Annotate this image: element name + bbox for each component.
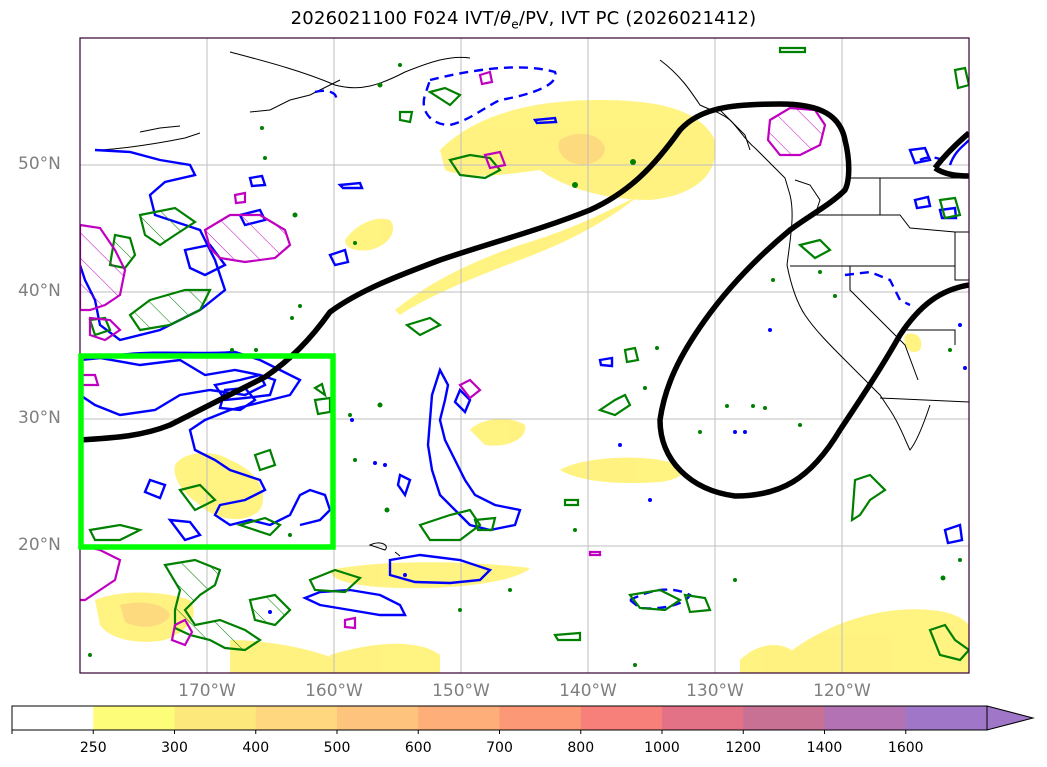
lon-label-140w: 140°W: [559, 681, 617, 701]
colorbar-cell: [255, 706, 338, 730]
lon-label-160w: 160°W: [305, 681, 363, 701]
colorbar-tick-label: 400: [242, 740, 270, 756]
colorbar-cell: [174, 706, 257, 730]
colorbar-tick-label: 250: [79, 740, 107, 756]
highlight-box: [78, 353, 336, 550]
figure-title: 2026021100 F024 IVT/θe/PV, IVT PC (20260…: [290, 8, 757, 32]
colorbar-cell: [12, 706, 94, 730]
colorbar-tick-label: 800: [567, 740, 595, 756]
colorbar-tick-label: 600: [404, 740, 432, 756]
ivt-shading: [95, 100, 969, 673]
lon-label-150w: 150°W: [432, 681, 490, 701]
colorbar-cell: [499, 706, 582, 730]
lat-label-30n: 30°N: [18, 408, 61, 428]
colorbar-cell: [824, 706, 907, 730]
colorbar-cell: [337, 706, 419, 730]
colorbar-tick-label: 1000: [644, 740, 680, 756]
lon-label-130w: 130°W: [686, 681, 744, 701]
ivt-pc-contour: [80, 101, 969, 499]
colorbar-tick-label: 300: [161, 740, 188, 756]
pv-green-specks: [88, 63, 962, 667]
colorbar-cell: [93, 706, 175, 730]
colorbar-cells: [12, 706, 988, 730]
colorbar-cell: [743, 706, 825, 730]
colorbar-tick-label: 500: [323, 740, 351, 756]
colorbar-cell: [662, 706, 744, 730]
ivt-shading-dark: [120, 133, 605, 627]
colorbar-cell: [905, 706, 988, 730]
pv-magenta-contours: [80, 70, 827, 647]
colorbar-tick-label: 1200: [725, 740, 762, 756]
colorbar-tick-label: 700: [486, 740, 513, 756]
colorbar-tick-label: 1400: [806, 740, 843, 756]
lon-label-120w: 120°W: [813, 681, 871, 701]
colorbar-cell: [418, 706, 500, 730]
theta-e-specks: [268, 323, 967, 614]
colorbar-extend-arrow: [986, 705, 1035, 731]
lat-label-20n: 20°N: [18, 535, 61, 555]
lat-label-50n: 50°N: [18, 154, 61, 174]
colorbar-tick-label: 1600: [887, 740, 924, 756]
colorbar-ticks: [11, 730, 907, 734]
lat-label-40n: 40°N: [18, 281, 61, 301]
colorbar-cell: [580, 706, 663, 730]
lon-label-170w: 170°W: [178, 681, 236, 701]
